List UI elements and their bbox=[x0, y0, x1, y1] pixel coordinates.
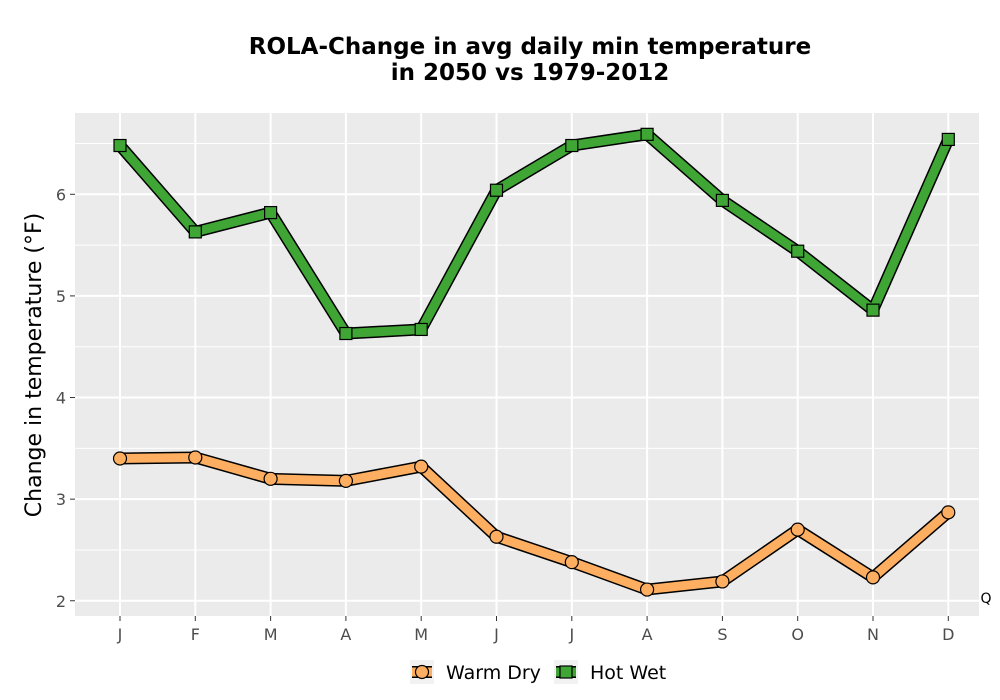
y-tick-label: 6 bbox=[56, 185, 66, 204]
x-tick-label: J bbox=[493, 625, 499, 644]
axis-ticks: 2 3 4 5 6 J F M A M J J A S O N D bbox=[56, 185, 955, 644]
y-tick-label: 4 bbox=[56, 389, 66, 408]
series-hot-wet bbox=[113, 127, 955, 341]
data-point bbox=[715, 193, 730, 207]
y-axis-label: Change in temperature (°F) bbox=[22, 213, 47, 517]
legend-item-warm-dry: Warm Dry bbox=[410, 660, 541, 684]
x-tick-label: A bbox=[642, 625, 653, 644]
data-point bbox=[866, 303, 880, 317]
legend-key-marker bbox=[414, 664, 430, 680]
x-tick-label: O bbox=[791, 625, 804, 644]
series-line bbox=[115, 129, 953, 339]
data-point bbox=[414, 459, 429, 474]
data-point bbox=[941, 132, 955, 147]
legend: Warm Dry Hot Wet bbox=[410, 660, 666, 684]
x-tick-label: N bbox=[867, 625, 879, 644]
grid-lines bbox=[75, 113, 979, 616]
x-tick-label: S bbox=[717, 625, 727, 644]
data-point bbox=[339, 326, 353, 341]
data-point bbox=[112, 451, 128, 466]
series-line bbox=[115, 452, 953, 595]
data-point bbox=[338, 473, 353, 488]
legend-label: Hot Wet bbox=[590, 662, 666, 684]
y-tick-label: 3 bbox=[56, 490, 66, 509]
corner-note: Q bbox=[980, 591, 991, 607]
data-point bbox=[489, 183, 504, 197]
data-point bbox=[941, 505, 956, 520]
series-lines bbox=[112, 127, 956, 597]
x-tick-label: A bbox=[340, 625, 351, 644]
x-tick-label: M bbox=[264, 625, 278, 644]
y-tick-label: 2 bbox=[56, 592, 66, 611]
x-tick-label: M bbox=[414, 625, 428, 644]
chart-title-line-1: ROLA-Change in avg daily min temperature bbox=[249, 34, 812, 60]
data-point bbox=[264, 205, 278, 220]
data-point bbox=[639, 582, 655, 597]
data-point bbox=[640, 127, 654, 141]
x-tick-label: D bbox=[942, 625, 954, 644]
data-point bbox=[414, 322, 428, 337]
y-tick-label: 5 bbox=[56, 287, 66, 306]
data-point bbox=[715, 574, 730, 589]
legend-item-hot-wet: Hot Wet bbox=[554, 660, 666, 684]
x-tick-label: J bbox=[117, 625, 123, 644]
data-point bbox=[188, 225, 202, 239]
data-point bbox=[790, 522, 805, 537]
data-point bbox=[565, 138, 579, 153]
chart-title-line-2: in 2050 vs 1979-2012 bbox=[391, 60, 670, 86]
legend-key-marker bbox=[559, 665, 573, 679]
data-point bbox=[113, 138, 127, 153]
data-point bbox=[489, 529, 504, 544]
legend-label: Warm Dry bbox=[446, 662, 541, 684]
plot-panel bbox=[75, 113, 979, 616]
x-tick-label: F bbox=[191, 625, 200, 644]
data-point bbox=[564, 555, 579, 570]
data-point bbox=[865, 570, 881, 585]
data-point bbox=[791, 244, 805, 258]
series-warm-dry bbox=[112, 450, 956, 597]
x-tick-label: J bbox=[568, 625, 574, 644]
data-point bbox=[188, 450, 203, 465]
data-point bbox=[263, 471, 278, 486]
